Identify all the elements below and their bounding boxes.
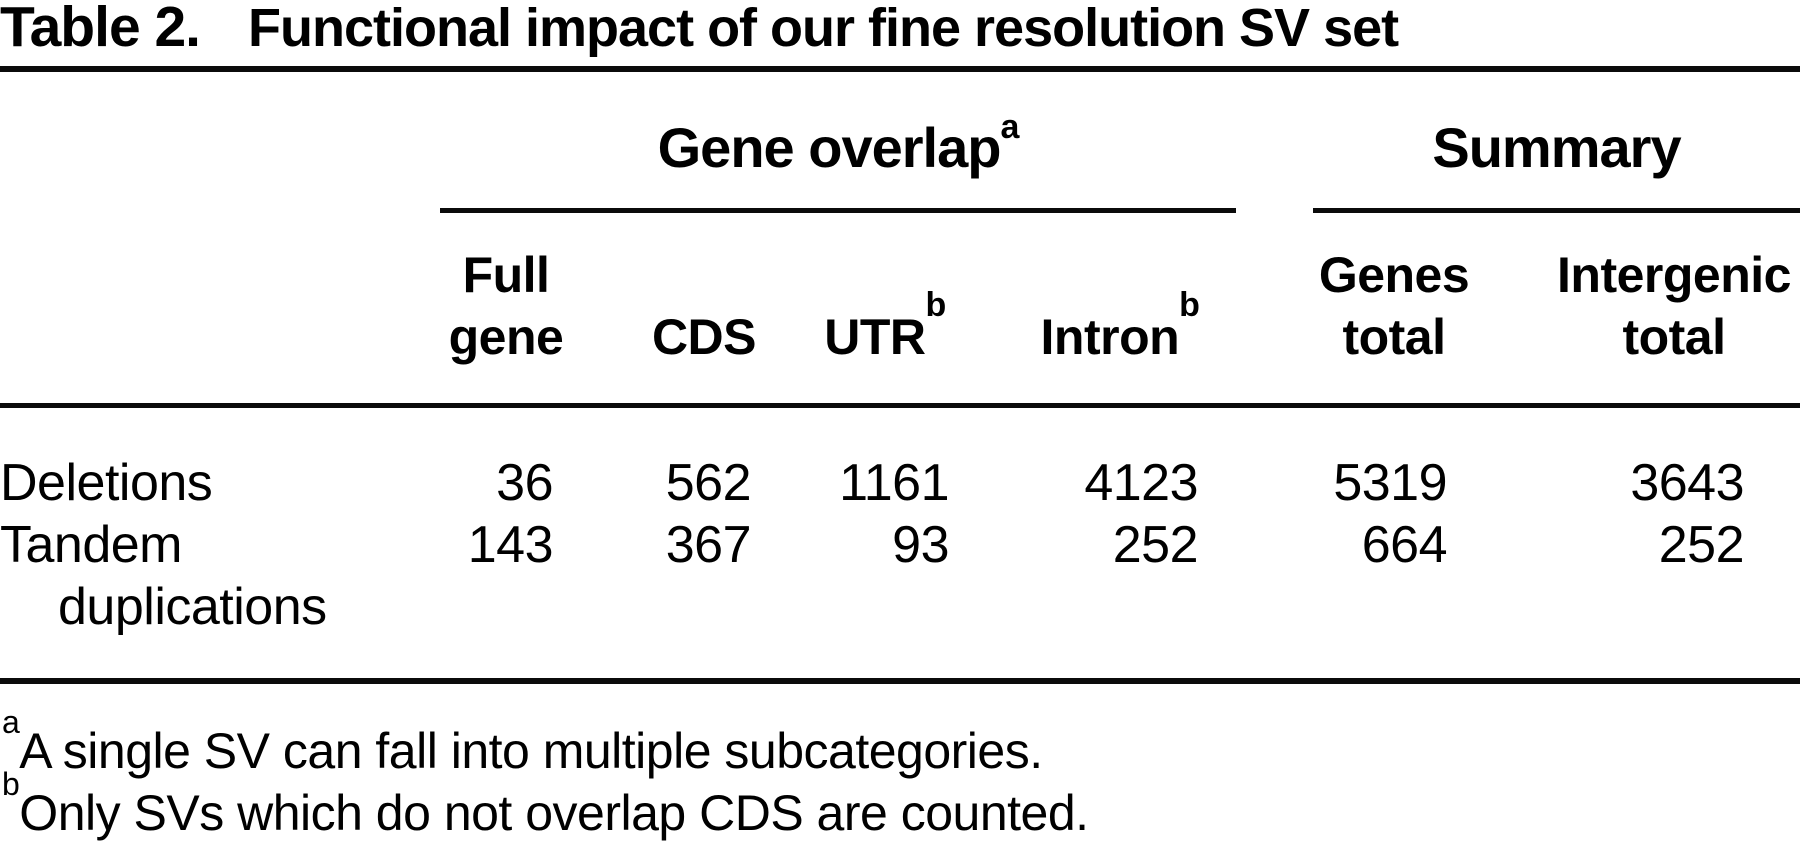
footnote-b: bOnly SVs which do not overlap CDS are c… [2,768,1089,842]
column-header-genes-total: Genes total [1318,247,1470,365]
cell-tandem-cds: 367 [665,516,752,574]
cell-tandem-intron: 252 [1112,516,1199,574]
row-label-deletions: Deletions [0,454,213,512]
table-title: Table 2. Functional impact of our fine re… [0,0,1399,59]
cell-deletions-intron: 4123 [1084,454,1198,512]
cell-deletions-intergenic-total: 3643 [1630,454,1744,512]
group-header-gene-overlap: Gene overlap a [657,108,1020,179]
footnote-a-text: A single SV can fall into multiple subca… [19,723,1043,779]
column-header-cds: CDS [651,309,757,365]
row-label-tandem-duplications: duplications [58,578,327,636]
rule-top [0,66,1800,72]
group-underline-summary [1313,208,1800,213]
footnote-a-marker: a [2,704,20,741]
column-header-utr: UTRb [824,286,946,365]
group-header-summary-label: Summary [1432,115,1681,179]
column-header-full-gene: Full gene [448,247,564,365]
rule-header-bottom [0,403,1800,408]
cell-deletions-utr: 1161 [839,454,949,512]
footnote-b-marker: b [2,766,20,803]
row-label-tandem: Tandem [0,516,183,574]
cell-deletions-full-gene: 36 [496,454,553,512]
footnote-b-text: Only SVs which do not overlap CDS are co… [19,785,1089,841]
rule-table-bottom [0,678,1800,684]
column-header-intron: Intronb [1040,286,1200,365]
cell-tandem-full-gene: 143 [467,516,554,574]
cell-tandem-genes-total: 664 [1361,516,1448,574]
group-header-gene-overlap-label: Gene overlap [657,115,1002,179]
cell-deletions-genes-total: 5319 [1333,454,1447,512]
cell-tandem-utr: 93 [892,516,949,574]
column-header-intergenic-total: Intergenic total [1557,247,1791,365]
cell-tandem-intergenic-total: 252 [1658,516,1745,574]
group-header-summary: Summary [1313,116,1800,179]
table-title-label: Table 2. [0,0,201,59]
group-underline-gene-overlap [440,208,1236,213]
cell-deletions-cds: 562 [665,454,752,512]
table-title-text: Functional impact of our fine resolution… [248,0,1399,58]
footnote-a: aA single SV can fall into multiple subc… [2,706,1043,780]
